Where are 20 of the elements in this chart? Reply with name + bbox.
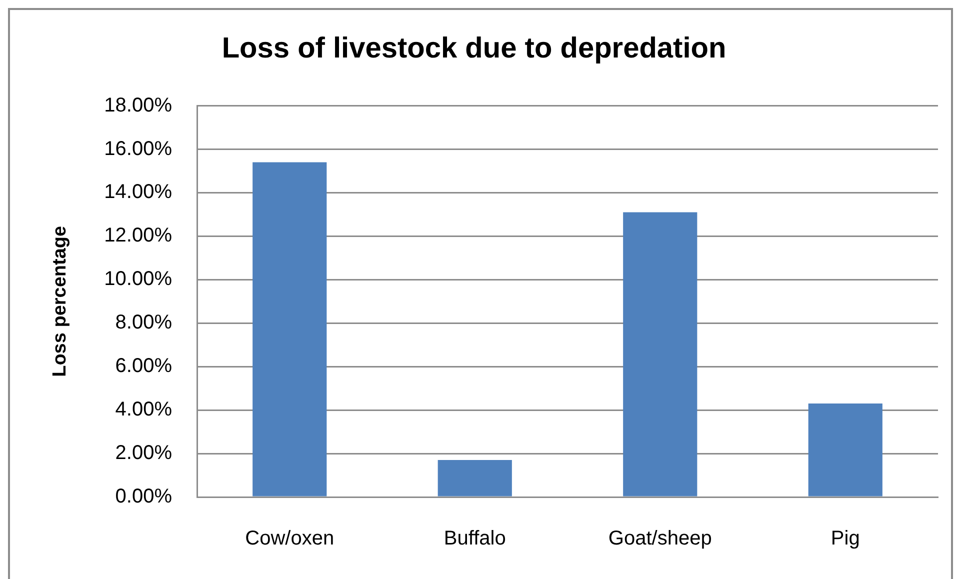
y-tick-label: 4.00% — [115, 398, 172, 421]
y-axis-title: Loss percentage — [50, 226, 71, 377]
chart-title: Loss of livestock due to depredation — [222, 32, 726, 64]
bar — [438, 460, 512, 496]
x-tick-label: Cow/oxen — [245, 528, 334, 550]
y-tick-label: 14.00% — [104, 181, 172, 204]
bar — [623, 212, 698, 496]
y-tick-label: 6.00% — [115, 355, 172, 378]
bar — [808, 404, 882, 496]
x-tick-label: Buffalo — [444, 528, 506, 550]
y-tick-label: 0.00% — [115, 486, 172, 508]
x-tick-label: Goat/sheep — [608, 528, 712, 550]
y-tick-label: 12.00% — [104, 224, 172, 247]
y-tick-label: 2.00% — [115, 442, 172, 464]
y-tick-label: 8.00% — [115, 312, 172, 334]
bar — [252, 162, 327, 496]
y-tick-label: 18.00% — [104, 94, 172, 116]
y-tick-label: 10.00% — [104, 268, 172, 290]
y-tick-label: 16.00% — [104, 138, 172, 160]
x-tick-label: Pig — [830, 528, 860, 550]
